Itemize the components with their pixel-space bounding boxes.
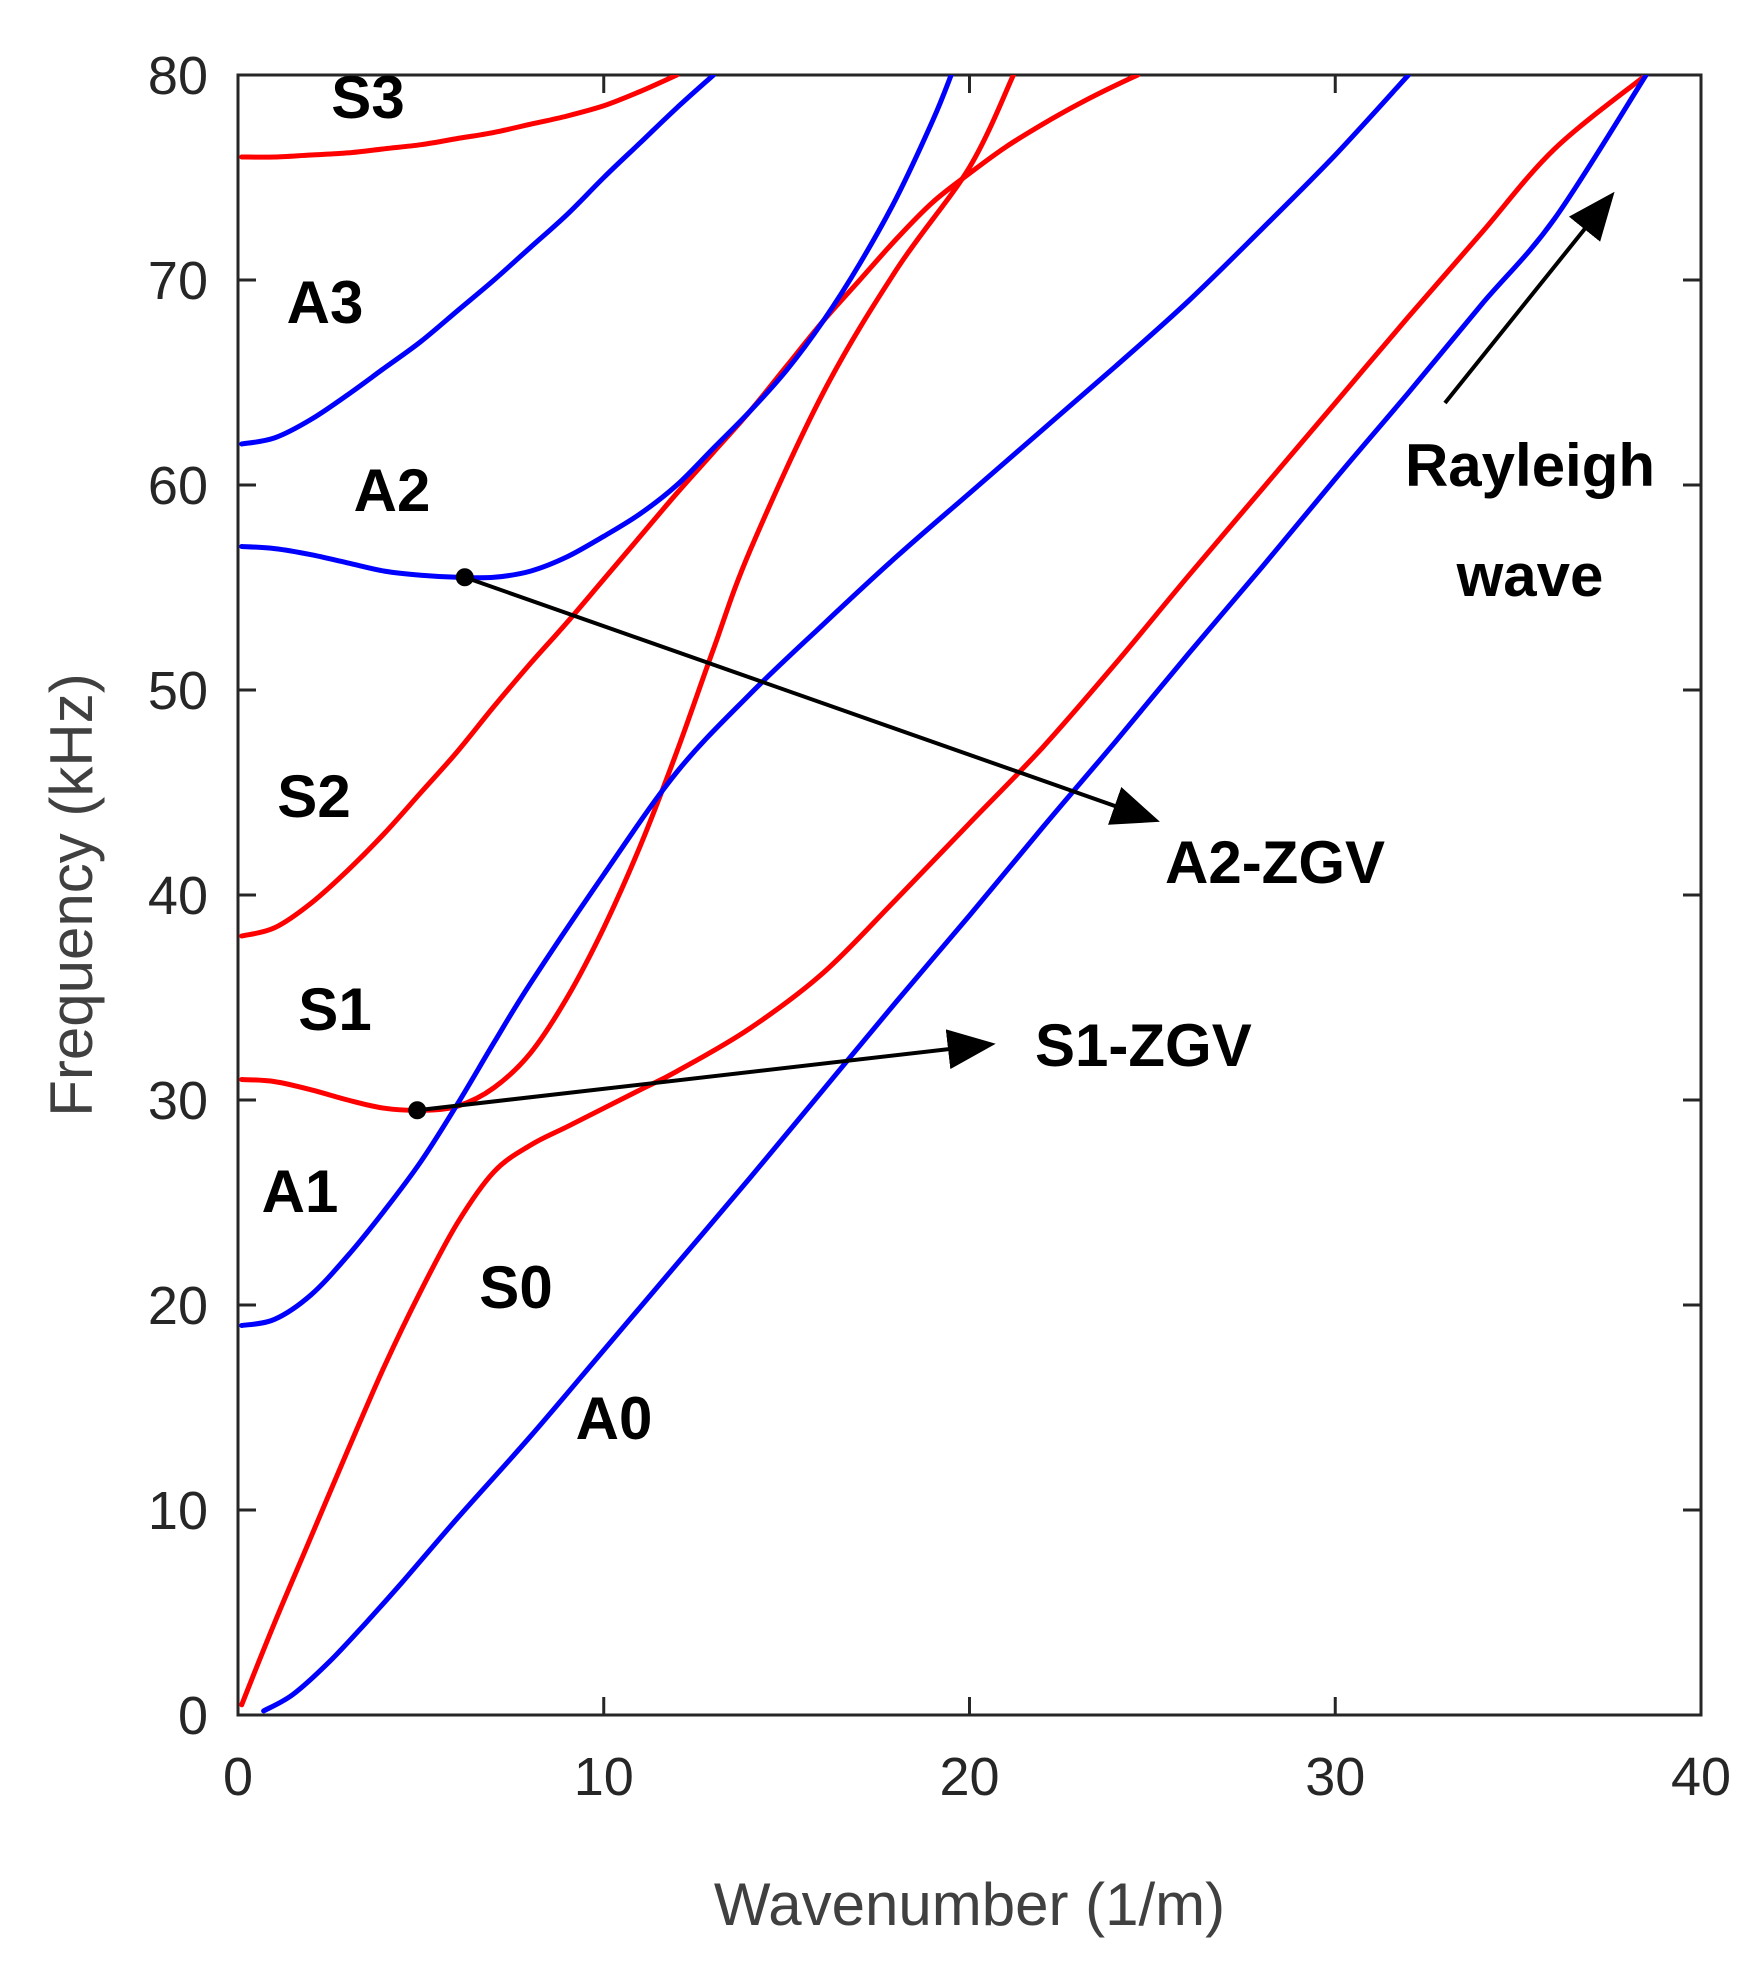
curve-s0 [239, 75, 1649, 1708]
mode-label-a3: A3 [287, 269, 364, 336]
curve-s2 [239, 75, 1141, 939]
curve-a1 [239, 75, 1411, 1328]
x-tick-label: 30 [1305, 1747, 1365, 1807]
x-axis-label: Wavenumber (1/m) [714, 1871, 1225, 1938]
mode-label-a1: A1 [262, 1158, 339, 1225]
annotation-wave-label: wave [1456, 542, 1604, 609]
mode-label-s3: S3 [331, 64, 404, 131]
y-tick-label: 70 [148, 251, 208, 311]
annotation-rayleigh-label: Rayleigh [1405, 432, 1655, 499]
annotation-s1-zgv-label: S1-ZGV [1035, 1012, 1252, 1079]
rayleigh-arrow [1443, 191, 1615, 405]
x-tick-label: 10 [574, 1747, 634, 1807]
s1-zgv-zgv-point [408, 1101, 427, 1120]
curve-a2 [239, 75, 954, 581]
labels-layer: S0 A0 S1 A1 S2 A2 A3 S3 A2-ZGV S1-ZGV Rayleigh wave [262, 64, 1655, 1452]
y-tick-label: 80 [148, 46, 208, 106]
a2-zgv-zgv-point [455, 568, 474, 587]
curves-layer [239, 75, 1649, 1714]
x-tick-label: 20 [939, 1747, 999, 1807]
s1-zgv-arrow [416, 1029, 996, 1113]
mode-label-a2: A2 [354, 457, 431, 524]
curve-s3 [239, 75, 680, 160]
axes-frame-layer: 0 10 20 30 40 0 10 20 30 40 50 60 70 80 Wavenumber (1/… [38, 46, 1731, 1938]
y-axis-label: Frequency (kHz) [38, 673, 105, 1116]
y-tick-label: 30 [148, 1071, 208, 1131]
plot-area-box [236, 73, 1703, 1717]
mode-label-a0: A0 [576, 1385, 653, 1452]
mode-label-s2: S2 [277, 763, 350, 830]
y-tick-label: 20 [148, 1276, 208, 1336]
x-tick-label: 40 [1671, 1747, 1731, 1807]
annotations-layer [408, 191, 1615, 1120]
y-tick-label: 40 [148, 866, 208, 926]
y-tick-label: 50 [148, 661, 208, 721]
x-tick-label: 0 [223, 1747, 253, 1807]
mode-label-s0: S0 [479, 1254, 552, 1321]
annotation-a2-zgv-label: A2-ZGV [1165, 829, 1385, 896]
y-tick-label: 60 [148, 456, 208, 516]
y-tick-label: 0 [178, 1686, 208, 1746]
mode-label-s1: S1 [298, 976, 371, 1043]
curve-a0 [261, 75, 1649, 1714]
a2-zgv-arrow [464, 575, 1160, 825]
curve-s1 [239, 75, 1016, 1113]
y-tick-label: 10 [148, 1481, 208, 1541]
curve-a3 [239, 75, 716, 447]
